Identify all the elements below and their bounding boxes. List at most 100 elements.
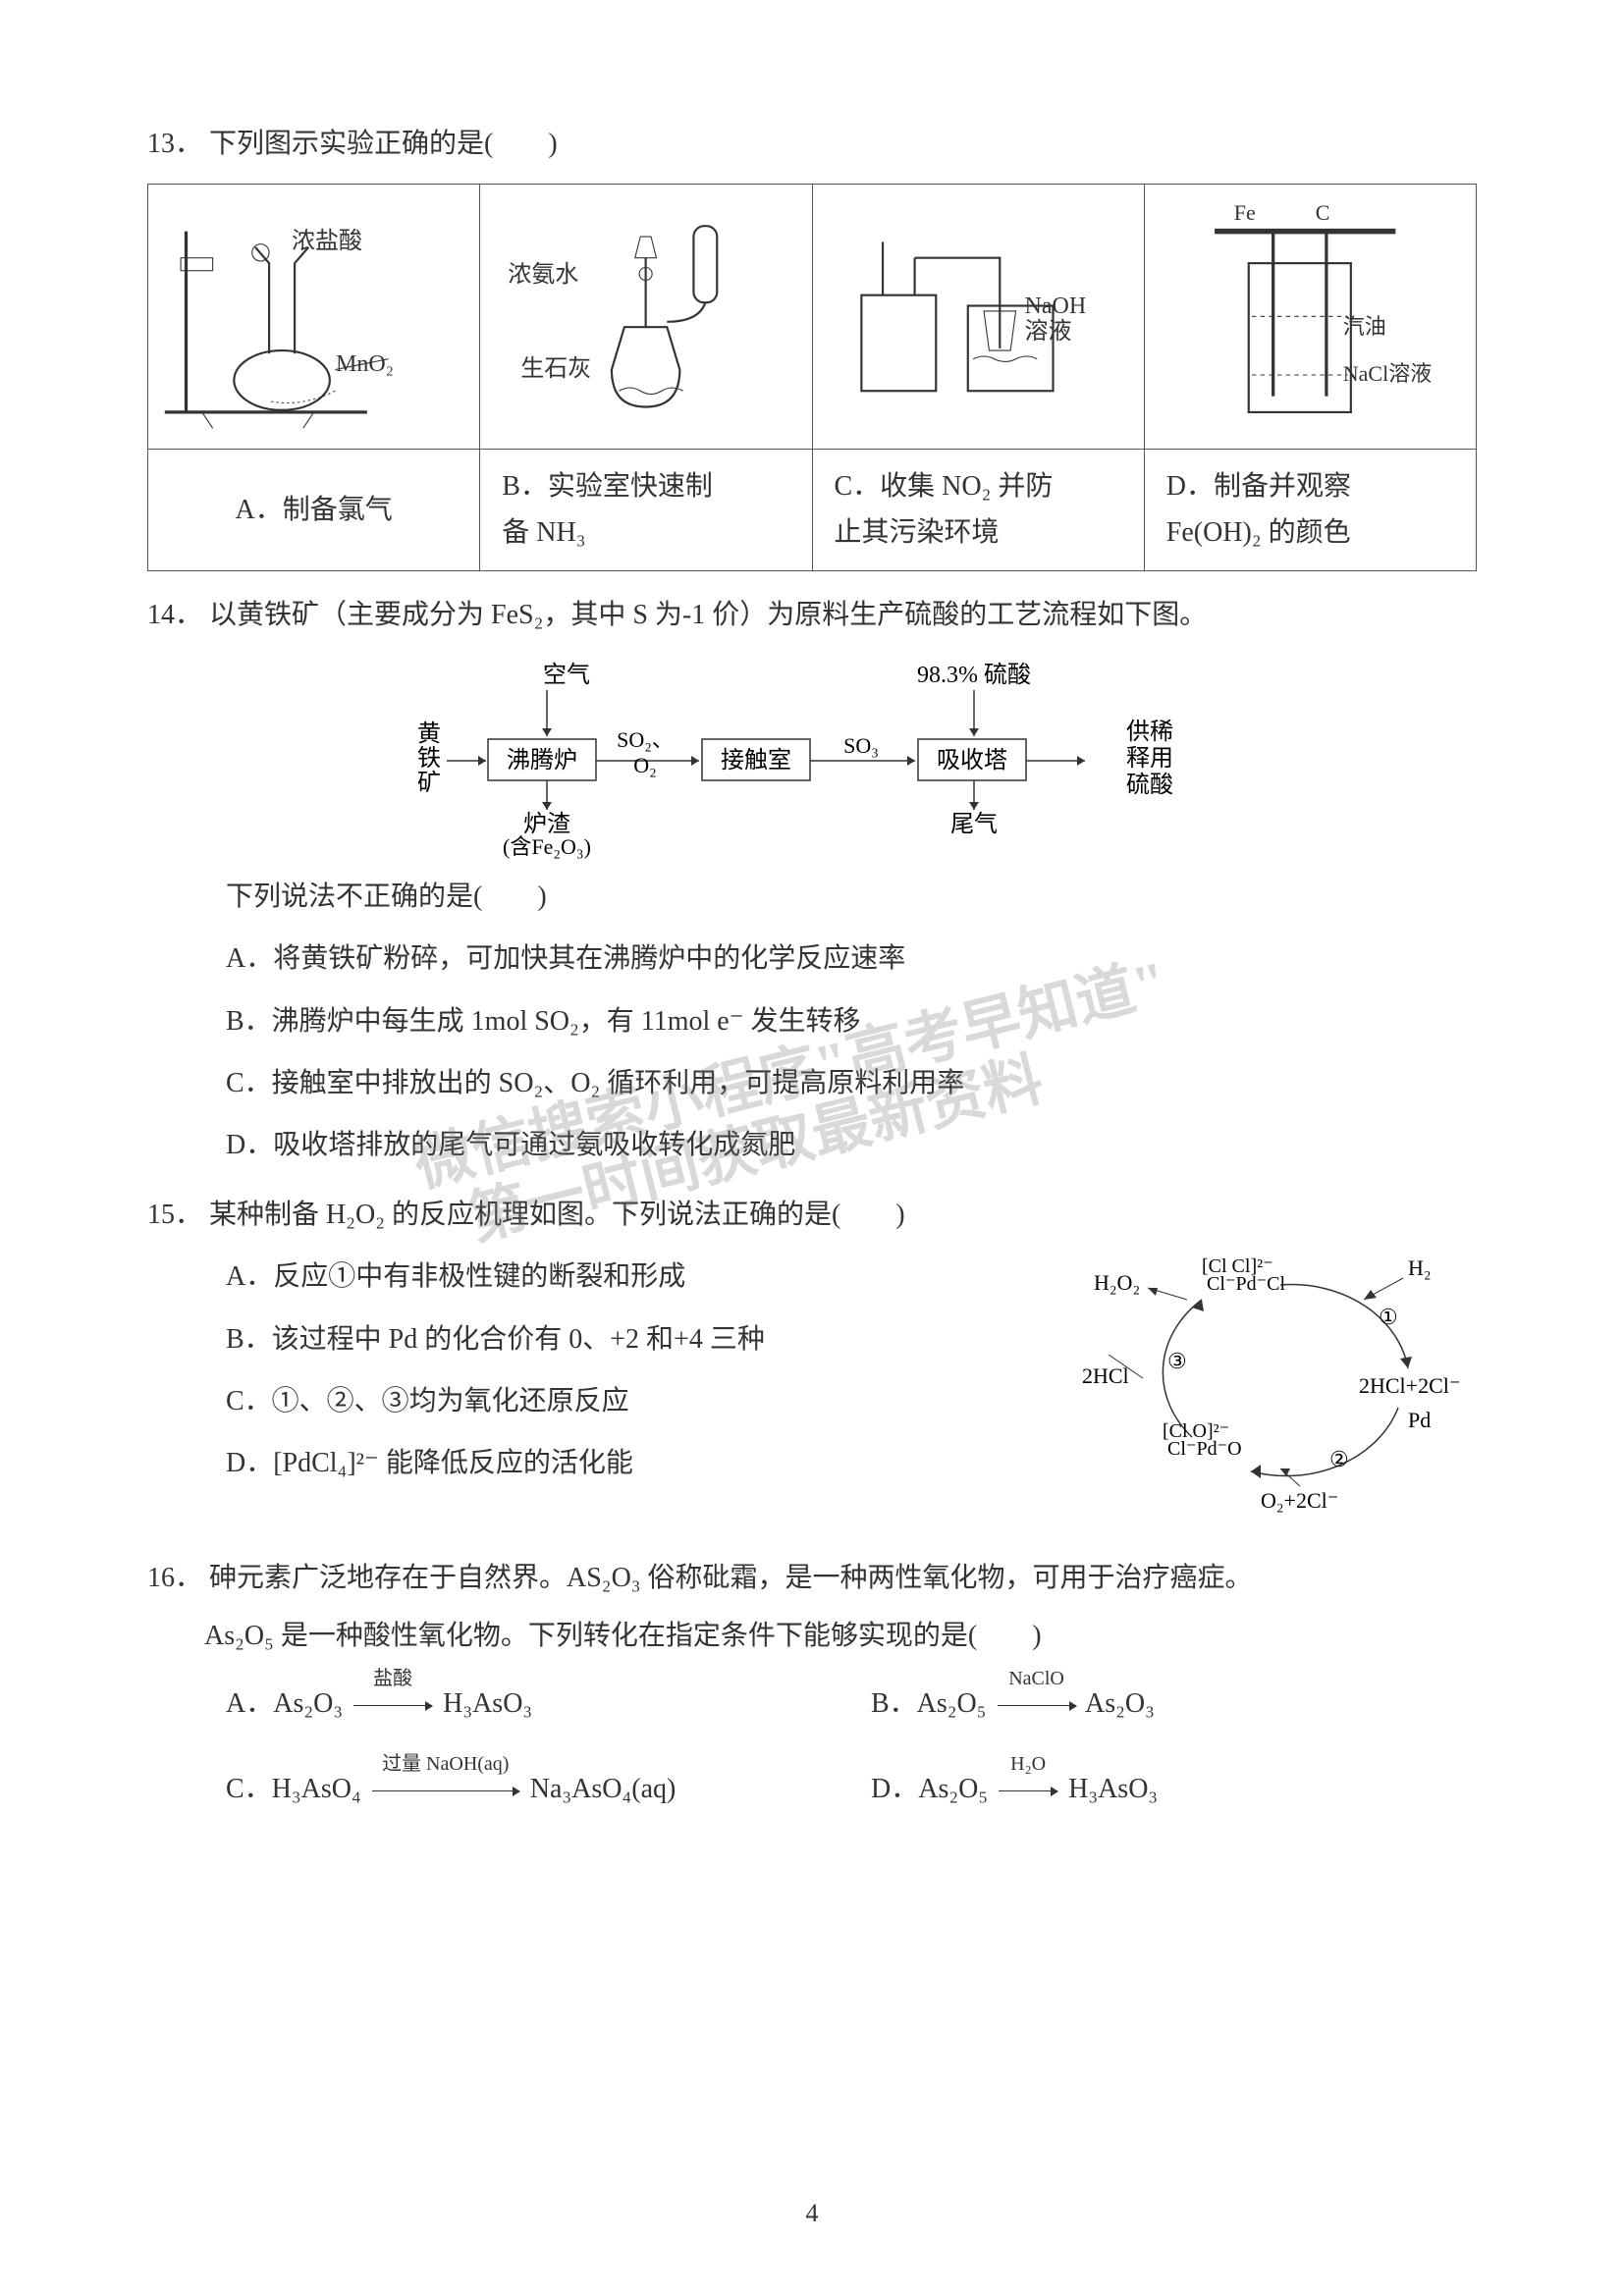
q13-opt-b-1: B．实验室快速制: [490, 463, 801, 510]
q15-options: A．反应①中有非极性键的断裂和形成 B．该过程中 Pd 的化合价有 0、+2 和…: [226, 1241, 1035, 1499]
svg-text:硫酸: 硫酸: [1126, 772, 1173, 798]
svg-text:(含Fe₂O₃): (含Fe₂O₃): [503, 834, 591, 859]
svg-text:H₂: H₂: [1408, 1255, 1432, 1280]
q15-stem: 某种制备 H₂O₂ 的反应机理如图。下列说法正确的是( ): [209, 1200, 905, 1230]
q14-opt-b: B．沸腾炉中每生成 1mol SO₂，有 11mol e⁻ 发生转移: [226, 995, 1477, 1047]
q13-cell-c-diagram: NaOH 溶液: [812, 185, 1144, 450]
q16-d-left: D．As₂O₅: [871, 1774, 988, 1804]
arrow-icon: NaClO: [994, 1678, 1080, 1730]
q13-number: 13．: [147, 129, 202, 159]
q16-b-cond: NaClO: [1008, 1660, 1064, 1697]
q13-cell-b-diagram: 浓氨水 生石灰: [480, 185, 812, 450]
q13-opt-d-1: D．制备并观察: [1155, 463, 1466, 510]
svg-text:接触室: 接触室: [721, 747, 791, 774]
q15-mechanism-diagram: ① ② ③ H₂O₂ [Cl Cl]²⁻ Cl⁻Pd⁻Cl H₂ 2HCl: [1055, 1241, 1477, 1533]
svg-text:供稀: 供稀: [1126, 719, 1173, 745]
svg-text:98.3% 硫酸: 98.3% 硫酸: [917, 662, 1031, 688]
q15-opt-c: C．①、②、③均为氧化还原反应: [226, 1375, 1035, 1427]
q16-a-right: H₃AsO₃: [443, 1688, 532, 1719]
q16-c-left: C．H₃AsO₄: [226, 1774, 361, 1804]
svg-text:释用: 释用: [1126, 745, 1173, 772]
svg-text:③: ③: [1167, 1349, 1187, 1373]
svg-text:Pd: Pd: [1408, 1408, 1431, 1432]
label-nacl: NaCl溶液: [1343, 353, 1432, 395]
svg-text:SO₃: SO₃: [843, 733, 879, 758]
q13-stem: 下列图示实验正确的是( ): [209, 129, 558, 159]
q14-opt-a: A．将黄铁矿粉碎，可加快其在沸腾炉中的化学反应速率: [226, 933, 1477, 985]
q15-opt-b: B．该过程中 Pd 的化合价有 0、+2 和+4 三种: [226, 1313, 1035, 1365]
svg-text:①: ①: [1379, 1305, 1398, 1329]
q15-opt-a: A．反应①中有非极性键的断裂和形成: [226, 1251, 1035, 1303]
q13-cell-d-diagram: Fe C 汽油 NaCl溶液: [1144, 185, 1476, 450]
q16-opt-b: B．As₂O₅ NaClO As₂O₃: [871, 1678, 1477, 1730]
exam-page: 微信搜索小程序"高考早知道" 第一时间获取最新资料 13． 下列图示实验正确的是…: [0, 0, 1624, 2296]
q13-opt-d-2: Fe(OH)₂ 的颜色: [1155, 509, 1466, 557]
q16-a-cond: 盐酸: [373, 1660, 412, 1697]
arrow-icon: H₂O: [995, 1763, 1061, 1815]
label-hcl: 浓盐酸: [292, 220, 362, 265]
label-c: C: [1316, 192, 1330, 234]
q16-opt-d: D．As₂O₅ H₂O H₃AsO₃: [871, 1763, 1477, 1815]
svg-text:Cl⁻Pd⁻Cl: Cl⁻Pd⁻Cl: [1207, 1273, 1285, 1295]
page-number: 4: [0, 2189, 1624, 2237]
q16-c-cond: 过量 NaOH(aq): [382, 1745, 509, 1783]
svg-text:O₂+2Cl⁻: O₂+2Cl⁻: [1261, 1488, 1338, 1513]
svg-text:矿: 矿: [417, 770, 441, 796]
apparatus-d: Fe C 汽油 NaCl溶液: [1151, 190, 1470, 443]
q16-d-cond: H₂O: [1010, 1745, 1046, 1783]
q15-number: 15．: [147, 1200, 202, 1230]
apparatus-c: NaOH 溶液: [819, 190, 1138, 443]
svg-text:铁: 铁: [417, 745, 441, 772]
q16-opt-c: C．H₃AsO₄ 过量 NaOH(aq) Na₃AsO₄(aq): [226, 1763, 832, 1815]
apparatus-b: 浓氨水 生石灰: [486, 190, 805, 443]
apparatus-a: 浓盐酸 MnO₂: [154, 190, 473, 443]
q14-subtext: 下列说法不正确的是( ): [226, 871, 1477, 923]
svg-text:黄: 黄: [417, 721, 441, 747]
label-fe: Fe: [1234, 192, 1256, 234]
q14-opt-c: C．接触室中排放出的 SO₂、O₂ 循环利用，可提高原料利用率: [226, 1057, 1477, 1109]
label-mno2: MnO₂: [336, 343, 394, 388]
label-sol: 溶液: [1025, 310, 1072, 355]
arrow-icon: 盐酸: [350, 1678, 436, 1730]
q15-row: A．反应①中有非极性键的断裂和形成 B．该过程中 Pd 的化合价有 0、+2 和…: [147, 1241, 1477, 1533]
svg-text:Cl⁻Pd⁻O: Cl⁻Pd⁻O: [1167, 1438, 1242, 1460]
q14-options: A．将黄铁矿粉碎，可加快其在沸腾炉中的化学反应速率 B．沸腾炉中每生成 1mol…: [226, 933, 1477, 1171]
svg-text:O₂: O₂: [633, 753, 657, 777]
q13-opt-a: A．制备氯气: [148, 449, 480, 570]
svg-text:H₂O₂: H₂O₂: [1094, 1270, 1140, 1295]
q16-b-left: B．As₂O₅: [871, 1688, 987, 1719]
q13-table: 浓盐酸 MnO₂: [147, 184, 1477, 571]
label-cao: 生石灰: [520, 347, 591, 393]
q16-d-right: H₃AsO₃: [1068, 1774, 1158, 1804]
svg-text:2HCl: 2HCl: [1082, 1363, 1129, 1388]
q16-a-left: A．As₂O₃: [226, 1688, 343, 1719]
q13-cell-a-diagram: 浓盐酸 MnO₂: [148, 185, 480, 450]
q13-image-row: 浓盐酸 MnO₂: [148, 185, 1477, 450]
q16-options: A．As₂O₃ 盐酸 H₃AsO₃ B．As₂O₅ NaClO As₂O₃ C．…: [226, 1678, 1477, 1815]
q13-opt-c-1: C．收集 NO₂ 并防: [823, 463, 1134, 510]
q14-number: 14．: [147, 600, 202, 630]
q13-opt-d: D．制备并观察 Fe(OH)₂ 的颜色: [1144, 449, 1476, 570]
arrow-icon: 过量 NaOH(aq): [368, 1763, 523, 1815]
q16-number: 16．: [147, 1563, 202, 1593]
svg-text:2HCl+2Cl⁻: 2HCl+2Cl⁻: [1359, 1373, 1460, 1398]
q13-opt-c-2: 止其污染环境: [823, 509, 1134, 557]
svg-text:吸收塔: 吸收塔: [937, 747, 1007, 774]
q14-opt-d: D．吸收塔排放的尾气可通过氨吸收转化成氮肥: [226, 1119, 1477, 1171]
q13-option-row: A．制备氯气 B．实验室快速制 备 NH₃ C．收集 NO₂ 并防 止其污染环境…: [148, 449, 1477, 570]
q16-stem-2: As₂O₅ 是一种酸性氧化物。下列转化在指定条件下能够实现的是( ): [204, 1610, 1477, 1662]
q15-opt-d: D．[PdCl₄]²⁻ 能降低反应的活化能: [226, 1437, 1035, 1489]
svg-text:沸腾炉: 沸腾炉: [507, 747, 577, 774]
q13-opt-b-2: 备 NH₃: [490, 509, 801, 557]
label-nh3: 浓氨水: [508, 253, 578, 298]
q13-opt-b: B．实验室快速制 备 NH₃: [480, 449, 812, 570]
svg-text:尾气: 尾气: [950, 811, 998, 837]
q16-opt-a: A．As₂O₃ 盐酸 H₃AsO₃: [226, 1678, 832, 1730]
question-13: 13． 下列图示实验正确的是( ): [147, 118, 1477, 571]
q13-opt-c: C．收集 NO₂ 并防 止其污染环境: [812, 449, 1144, 570]
q14-stem: 以黄铁矿（主要成分为 FeS₂，其中 S 为-1 价）为原料生产硫酸的工艺流程如…: [209, 600, 1207, 630]
svg-text:空气: 空气: [543, 662, 590, 688]
label-oil: 汽油: [1343, 306, 1386, 347]
question-16: 16． 砷元素广泛地存在于自然界。AS₂O₃ 俗称砒霜，是一种两性氧化物，可用于…: [147, 1552, 1477, 1816]
q16-b-right: As₂O₃: [1085, 1688, 1155, 1719]
